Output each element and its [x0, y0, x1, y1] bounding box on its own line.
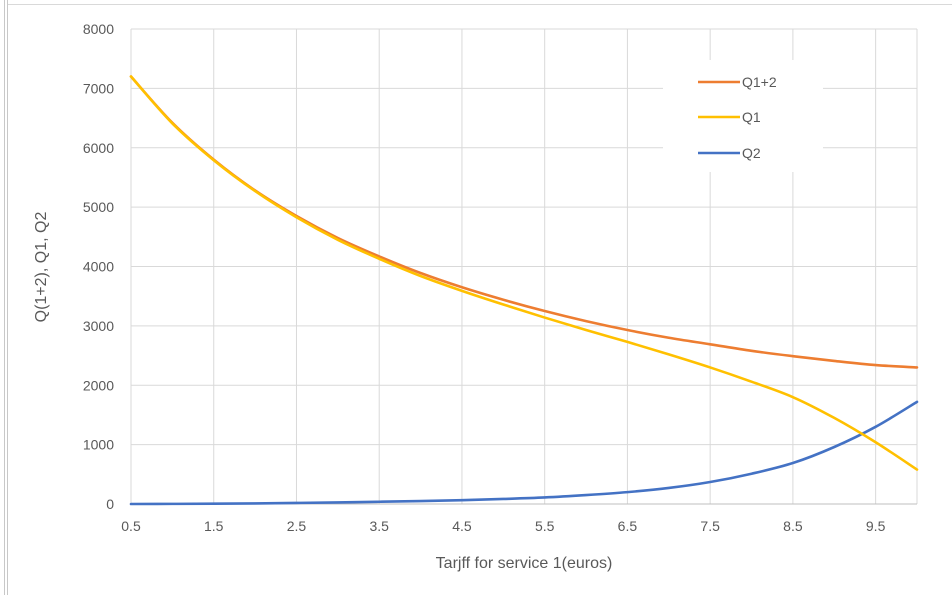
x-tick-labels: 0.5 1.5 2.5 3.5 4.5 5.5 6.5 7.5 8.5 9.5 — [121, 518, 885, 534]
y-tick-label: 7000 — [83, 80, 114, 96]
y-tick-label: 5000 — [83, 199, 114, 215]
y-tick-label: 1000 — [83, 437, 114, 453]
y-tick-label: 0 — [106, 496, 114, 512]
window-top-border — [8, 4, 952, 5]
y-tick-label: 4000 — [83, 259, 114, 275]
y-tick-labels: 0 1000 2000 3000 4000 5000 6000 7000 8000 — [83, 21, 114, 512]
series-line-q2 — [129, 400, 919, 506]
x-tick-label: 9.5 — [866, 518, 886, 534]
legend-label-q1-2: Q1+2 — [742, 74, 777, 90]
x-tick-label: 4.5 — [452, 518, 472, 534]
x-tick-label: 5.5 — [535, 518, 555, 534]
y-tick-label: 3000 — [83, 318, 114, 334]
series-layer — [129, 75, 919, 506]
x-tick-label: 3.5 — [369, 518, 389, 534]
y-tick-label: 8000 — [83, 21, 114, 37]
legend-box — [663, 60, 823, 172]
legend: Q1+2 Q1 Q2 — [663, 60, 823, 172]
x-tick-label: 6.5 — [618, 518, 638, 534]
series-line-q1 — [129, 75, 919, 471]
y-tick-label: 2000 — [83, 377, 114, 393]
x-tick-label: 2.5 — [287, 518, 307, 534]
x-axis-label: Tarjff for service 1(euros) — [436, 555, 613, 572]
legend-label-q2: Q2 — [742, 145, 761, 161]
x-tick-label: 1.5 — [204, 518, 224, 534]
x-tick-label: 0.5 — [121, 518, 141, 534]
x-tick-label: 7.5 — [700, 518, 720, 534]
x-tick-label: 8.5 — [783, 518, 803, 534]
window-left-border — [4, 0, 8, 595]
legend-label-q1: Q1 — [742, 109, 761, 125]
gridlines — [130, 28, 918, 505]
y-tick-label: 6000 — [83, 140, 114, 156]
y-axis-label: Q(1+2), Q1, Q2 — [33, 212, 50, 323]
